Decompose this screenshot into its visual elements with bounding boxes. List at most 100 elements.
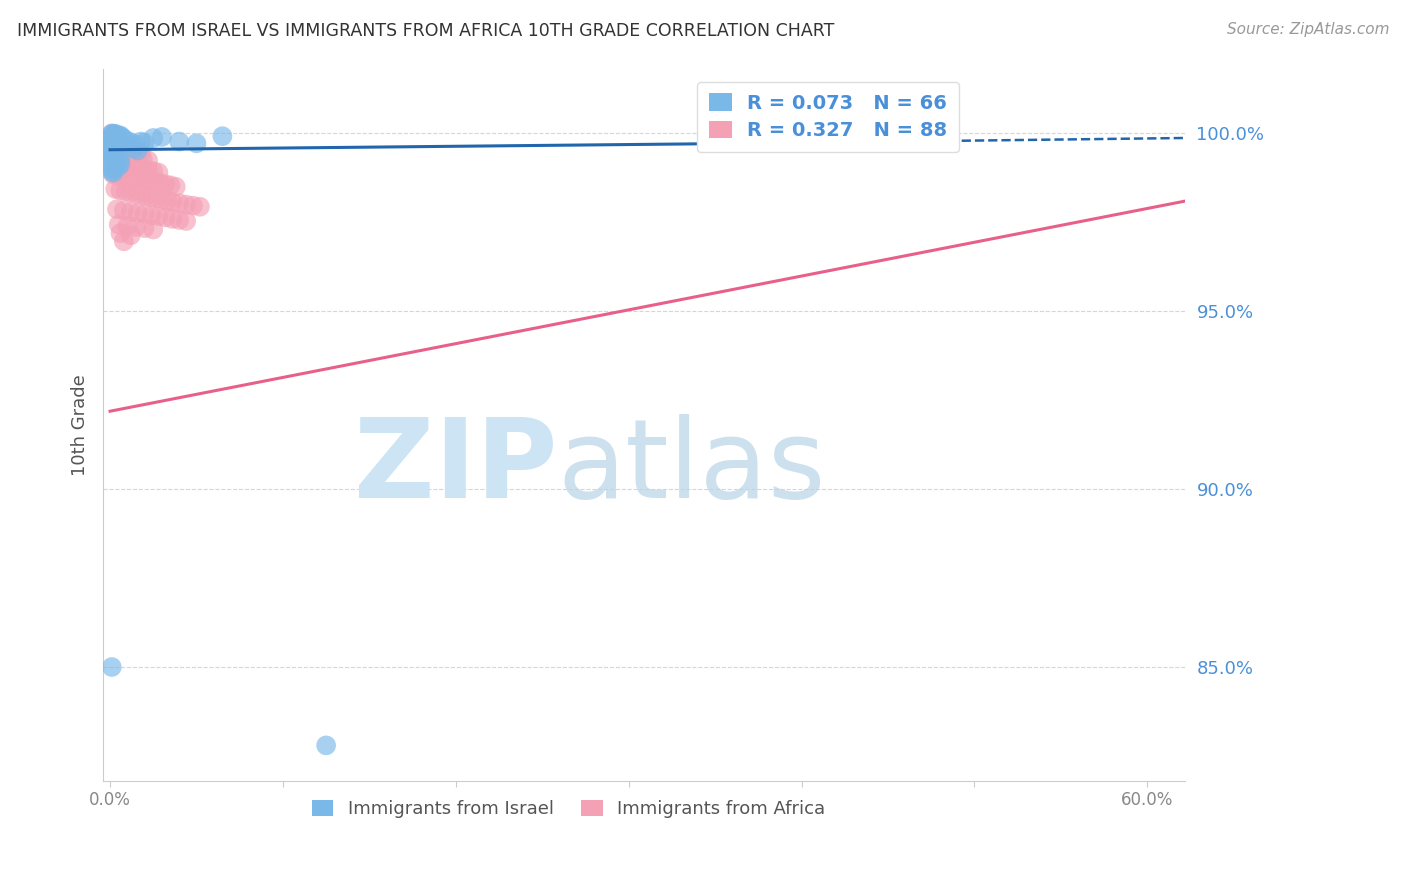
Point [148, 210, 170, 224]
Point [110, 157, 132, 171]
Point [100, 149, 122, 163]
Point [104, 134, 127, 148]
Point [150, 129, 173, 144]
Point [111, 136, 134, 151]
Point [141, 190, 163, 204]
Point [104, 128, 127, 143]
Point [127, 151, 149, 165]
Point [100, 141, 122, 155]
Point [150, 193, 173, 207]
Point [127, 206, 149, 220]
Point [134, 172, 156, 186]
Point [120, 204, 142, 219]
Point [100, 134, 122, 148]
Point [103, 146, 125, 161]
Point [167, 213, 190, 227]
Point [107, 147, 129, 161]
Point [127, 144, 149, 158]
Legend: Immigrants from Israel, Immigrants from Africa: Immigrants from Israel, Immigrants from … [305, 793, 832, 825]
Point [100, 154, 122, 169]
Point [103, 168, 125, 182]
Text: Source: ZipAtlas.com: Source: ZipAtlas.com [1226, 22, 1389, 37]
Point [107, 140, 129, 154]
Point [174, 197, 197, 211]
Point [107, 160, 129, 174]
Point [186, 136, 208, 151]
Point [103, 130, 125, 145]
Point [174, 214, 197, 228]
Point [165, 179, 187, 194]
Point [790, 127, 813, 141]
Point [121, 160, 143, 174]
Point [159, 178, 181, 193]
Point [117, 158, 139, 172]
Point [107, 151, 129, 165]
Point [105, 129, 128, 144]
Point [129, 145, 152, 160]
Point [117, 219, 139, 233]
Point [103, 161, 125, 176]
Point [100, 127, 122, 141]
Point [104, 127, 127, 141]
Point [103, 134, 125, 148]
Point [105, 130, 128, 145]
Point [134, 207, 156, 221]
Point [139, 174, 162, 188]
Point [148, 165, 170, 179]
Point [162, 195, 184, 210]
Point [142, 131, 165, 145]
Point [100, 136, 122, 150]
Point [100, 139, 122, 153]
Point [120, 136, 142, 150]
Point [136, 153, 159, 168]
Point [105, 202, 128, 217]
Point [103, 139, 125, 153]
Point [156, 194, 179, 208]
Point [117, 150, 139, 164]
Y-axis label: 10th Grade: 10th Grade [72, 374, 89, 475]
Point [100, 143, 122, 157]
Point [110, 226, 132, 240]
Point [111, 130, 134, 145]
Point [104, 130, 127, 145]
Point [104, 141, 127, 155]
Point [117, 143, 139, 157]
Point [104, 151, 127, 165]
Text: IMMIGRANTS FROM ISRAEL VS IMMIGRANTS FROM AFRICA 10TH GRADE CORRELATION CHART: IMMIGRANTS FROM ISRAEL VS IMMIGRANTS FRO… [17, 22, 834, 40]
Point [107, 132, 129, 146]
Point [103, 136, 125, 150]
Point [107, 169, 129, 183]
Point [132, 161, 155, 176]
Point [105, 134, 128, 148]
Point [121, 151, 143, 165]
Point [120, 228, 142, 243]
Point [112, 149, 135, 163]
Point [134, 136, 156, 150]
Text: atlas: atlas [558, 414, 827, 521]
Point [211, 129, 233, 144]
Point [110, 183, 132, 197]
Point [155, 211, 177, 225]
Point [103, 128, 125, 142]
Point [162, 211, 184, 226]
Point [100, 130, 122, 145]
Point [132, 153, 155, 167]
Point [100, 137, 122, 152]
Point [107, 128, 129, 143]
Point [104, 137, 127, 152]
Point [100, 145, 122, 160]
Point [100, 165, 122, 179]
Point [104, 158, 127, 172]
Point [107, 137, 129, 152]
Point [315, 739, 337, 753]
Point [100, 128, 122, 143]
Point [112, 203, 135, 218]
Point [100, 660, 122, 674]
Point [105, 128, 128, 143]
Point [129, 188, 152, 202]
Point [120, 186, 142, 200]
Point [103, 132, 125, 146]
Point [125, 220, 148, 235]
Point [136, 163, 159, 178]
Point [105, 156, 128, 170]
